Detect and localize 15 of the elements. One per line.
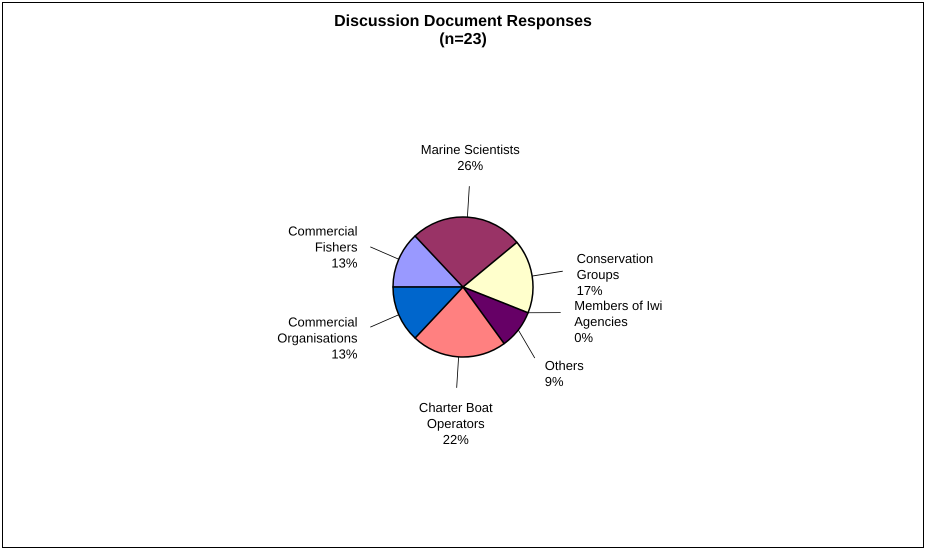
- slice-label: Charter Boat Operators: [418, 400, 494, 431]
- data-label: 17%: [576, 283, 604, 298]
- slice-label: Marine Scientists: [420, 142, 520, 158]
- slice-label: Commercial Organisations: [277, 314, 358, 346]
- slice-label: Commercial Fishers: [288, 223, 358, 254]
- legend-label: Members of Iwi Agencies: [574, 298, 662, 330]
- data-label: 13%: [331, 346, 358, 362]
- data-label: 9%: [544, 374, 564, 389]
- text: 0%: [574, 330, 594, 346]
- data-label: 26%: [457, 158, 484, 174]
- data-label: 13%: [331, 255, 358, 270]
- slice-label: Others: [544, 358, 584, 373]
- chart-title: Discussion Document Responses (n=23): [334, 13, 592, 48]
- slice-label: Conservation Groups: [576, 251, 654, 282]
- data-label: 22%: [442, 432, 470, 447]
